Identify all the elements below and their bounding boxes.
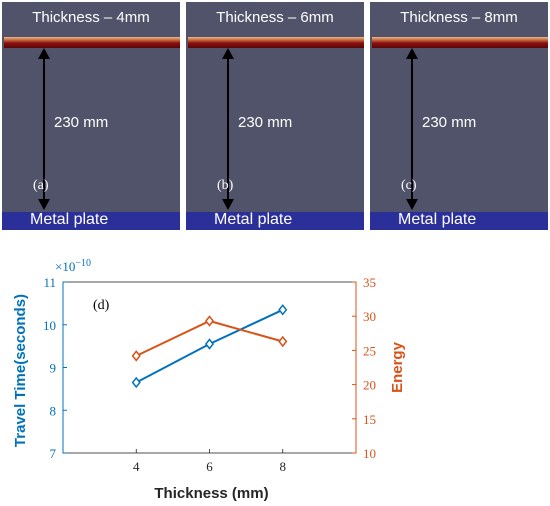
arrow-down-icon	[406, 199, 418, 210]
metal-plate	[2, 212, 180, 230]
arrow-up-icon	[38, 48, 50, 59]
distance-arrow	[411, 50, 413, 200]
data-point-left	[131, 376, 141, 389]
x-tick-label: 4	[133, 459, 140, 474]
scenario-panel-a: Thickness – 4mm 230 mm (a) Metal plate	[2, 2, 180, 230]
distance-label: 230 mm	[54, 114, 109, 131]
data-point-left	[204, 338, 215, 350]
left-tick-label: 11	[43, 275, 56, 290]
right-tick-label: 30	[363, 309, 376, 324]
right-tick-label: 35	[363, 275, 376, 290]
x-tick-label: 8	[280, 459, 287, 474]
slab-sample	[4, 37, 180, 48]
distance-arrow	[227, 50, 229, 200]
distance-label: 230 mm	[238, 114, 293, 131]
right-tick-label: 10	[363, 446, 376, 461]
right-tick-label: 20	[363, 378, 376, 393]
metal-plate	[370, 212, 548, 230]
left-tick-label: 9	[50, 361, 57, 376]
arrow-down-icon	[38, 199, 50, 210]
left-tick-label: 10	[43, 318, 56, 333]
panel-letter: (a)	[33, 178, 49, 193]
metal-plate-label: Metal plate	[214, 211, 293, 228]
data-point-right	[131, 350, 141, 362]
left-axis-exponent: ×10−10	[55, 258, 91, 274]
distance-label: 230 mm	[422, 114, 477, 131]
dual-axis-line-chart: 4 6 8 Thickness (mm) 7 8 9 10 11×10−10 Travel Tim…	[12, 258, 406, 502]
metal-plate-label: Metal plate	[398, 211, 477, 228]
x-axis-label: Thickness (mm)	[154, 485, 268, 502]
panel-letter: (c)	[401, 178, 417, 193]
panel-letter: (b)	[217, 178, 234, 193]
panel-label: (d)	[93, 298, 110, 313]
left-axis-label: Travel Time(seconds)	[12, 294, 29, 447]
panel-title: Thickness – 8mm	[400, 9, 518, 26]
data-point-right	[204, 315, 215, 327]
right-axis-label: Energy	[389, 341, 406, 393]
metal-plate-label: Metal plate	[30, 211, 109, 228]
distance-arrow	[43, 50, 45, 200]
scenario-panel-c: Thickness – 8mm 230 mm (c) Metal plate	[370, 2, 548, 230]
arrow-down-icon	[222, 199, 234, 210]
data-point-left	[278, 304, 288, 316]
right-tick-label: 25	[363, 343, 376, 358]
slab-sample	[372, 37, 548, 48]
data-point-right	[278, 335, 288, 348]
x-tick-label: 6	[206, 459, 213, 474]
slab-sample	[188, 37, 364, 48]
panel-title: Thickness – 6mm	[216, 9, 334, 26]
scenario-panel-b: Thickness – 6mm 230 mm (b) Metal plate	[186, 2, 364, 230]
panel-title: Thickness – 4mm	[32, 9, 150, 26]
left-tick-label: 8	[50, 403, 57, 418]
right-tick-label: 15	[363, 412, 376, 427]
metal-plate	[186, 212, 364, 230]
left-tick-label: 7	[50, 446, 57, 461]
arrow-up-icon	[406, 48, 418, 59]
arrow-up-icon	[222, 48, 234, 59]
